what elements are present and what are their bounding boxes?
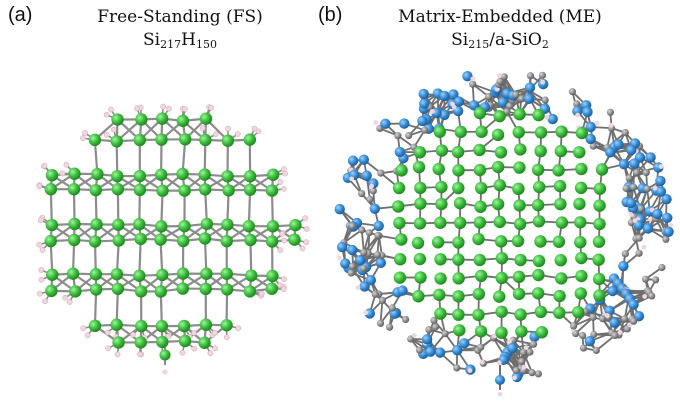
panel-free-standing: (a) Free-Standing (FS) Si217H150 (0, 0, 330, 407)
panel-b-title-line1: Matrix-Embedded (ME) (398, 7, 602, 27)
bond-layer (39, 106, 308, 365)
atom-layer (334, 71, 674, 397)
panel-a-formula: Si217H150 (143, 30, 217, 51)
panel-b-formula: Si215/a-SiO2 (451, 30, 549, 51)
atom-layer (36, 103, 310, 375)
fs-nanocrystal-structure (36, 103, 310, 375)
me-nanocrystal-structure (334, 71, 674, 397)
panel-matrix-embedded: (b) Matrix-Embedded (ME) Si215/a-SiO2 (318, 0, 680, 407)
panel-b-label: (b) (318, 4, 343, 26)
panel-b-title: Matrix-Embedded (ME) Si215/a-SiO2 (350, 6, 650, 57)
panel-a-title-line1: Free-Standing (FS) (97, 7, 263, 27)
panel-a-label: (a) (8, 4, 33, 26)
panel-a-title: Free-Standing (FS) Si217H150 (65, 6, 295, 57)
